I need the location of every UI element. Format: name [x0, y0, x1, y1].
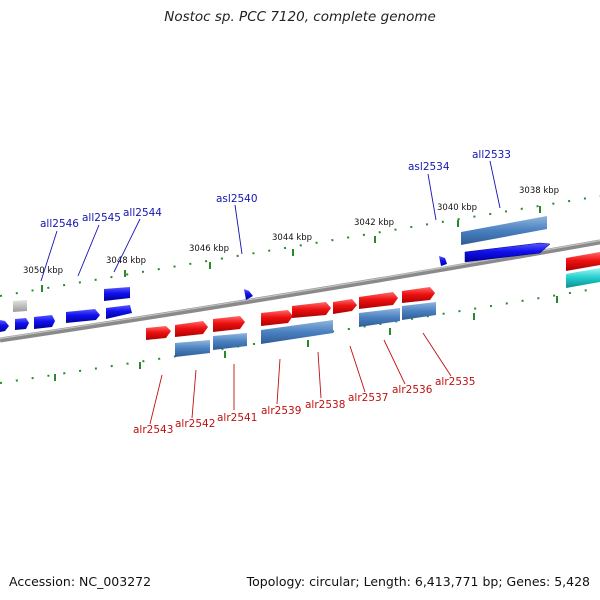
gene-alr2543[interactable]: [146, 326, 171, 340]
gene-label: alr2536: [392, 384, 433, 396]
gene-bar[interactable]: [261, 320, 333, 344]
gene-label: asl2540: [216, 193, 258, 205]
gene-bar[interactable]: [175, 340, 210, 357]
gene-bar[interactable]: [461, 216, 547, 245]
gene-all2533[interactable]: [464, 242, 551, 263]
gene-label: alr2537: [348, 392, 388, 404]
tick-label: 3040 kbp: [437, 203, 477, 213]
gene-unlabeled[interactable]: [15, 318, 29, 330]
gene-asl2534[interactable]: [439, 256, 447, 266]
gene-label: alr2542: [175, 418, 215, 430]
gene-label: alr2535: [435, 376, 475, 388]
gene-label: asl2534: [408, 161, 450, 173]
gene-label: alr2539: [261, 405, 301, 417]
scale-track-upper: [0, 195, 600, 297]
gene-alr2541[interactable]: [213, 316, 245, 332]
gene-alr2538[interactable]: [292, 302, 331, 318]
gene-label: all2546: [40, 218, 79, 230]
map-title: Nostoc sp. PCC 7120, complete genome: [164, 9, 436, 25]
gene-asl2540[interactable]: [244, 289, 253, 300]
tick-label: 3042 kbp: [354, 218, 394, 228]
tick-label: 3046 kbp: [189, 244, 229, 254]
gene-alr2536[interactable]: [359, 292, 398, 309]
gene-unlabeled[interactable]: [0, 320, 9, 332]
gene-all2544[interactable]: [104, 287, 132, 319]
gene-label: all2533: [472, 149, 511, 161]
gene-alr2542[interactable]: [175, 321, 208, 337]
gene-bar[interactable]: [566, 268, 600, 288]
tick-label: 3038 kbp: [519, 186, 559, 196]
tick-label: 3050 kbp: [23, 266, 63, 276]
accession-text: Accession: NC_003272: [9, 574, 152, 589]
gene-bar[interactable]: [359, 308, 400, 327]
gene-bar[interactable]: [402, 302, 436, 320]
gene-label: all2545: [82, 212, 121, 224]
genome-backbone: [0, 239, 600, 343]
gene-alr2535[interactable]: [402, 287, 435, 303]
gene-alr2537[interactable]: [333, 299, 357, 314]
gene-all2545[interactable]: [66, 309, 100, 323]
genome-summary: Topology: circular; Length: 6,413,771 bp…: [246, 574, 590, 589]
tick-label: 3048 kbp: [106, 256, 146, 266]
tick-label: 3044 kbp: [272, 233, 312, 243]
gene-alr2539[interactable]: [261, 310, 293, 326]
gene-unlabeled[interactable]: [566, 252, 600, 271]
gene-bar[interactable]: [213, 333, 247, 350]
gene-label: all2544: [123, 207, 162, 219]
gene-label: alr2538: [305, 399, 345, 411]
gene-label: alr2541: [217, 412, 257, 424]
gene-all2546[interactable]: [34, 315, 55, 329]
gene-unlabeled[interactable]: [13, 300, 27, 312]
gene-label: alr2543: [133, 424, 173, 436]
